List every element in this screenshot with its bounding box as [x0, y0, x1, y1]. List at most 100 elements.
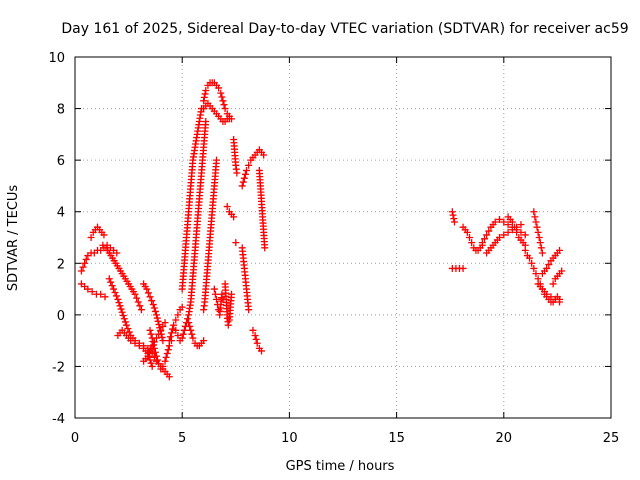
- series-arc16: [200, 156, 221, 314]
- data-point: [137, 306, 145, 314]
- data-point: [221, 105, 229, 113]
- data-point: [146, 326, 154, 334]
- data-point: [468, 239, 476, 247]
- data-point: [547, 293, 555, 301]
- y-tick-label: 0: [57, 309, 65, 324]
- data-point: [84, 285, 92, 293]
- data-point-interp: [545, 261, 553, 269]
- data-point-interp: [147, 359, 155, 367]
- series-arc20: [230, 136, 241, 177]
- series-arc24: [249, 326, 266, 355]
- series-arc23: [238, 244, 253, 314]
- x-tick-label: 5: [178, 431, 186, 446]
- data-point-interp: [218, 93, 226, 101]
- data-point-interp: [79, 263, 87, 271]
- series-arc27: [448, 264, 467, 272]
- data-point-interp: [179, 330, 187, 338]
- data-point-interp: [151, 307, 159, 315]
- data-point: [459, 264, 467, 272]
- data-point-interp: [241, 170, 249, 178]
- data-point: [148, 362, 156, 370]
- data-points: [77, 79, 566, 381]
- data-point: [110, 285, 118, 293]
- series-arc4: [99, 241, 145, 314]
- data-point: [536, 239, 544, 247]
- data-point: [146, 293, 154, 301]
- data-point: [230, 213, 238, 221]
- data-point-interp: [112, 292, 120, 300]
- data-point: [174, 311, 182, 319]
- data-point: [463, 228, 471, 236]
- data-point: [521, 231, 529, 239]
- data-point-interp: [136, 302, 144, 310]
- data-point-interp: [162, 353, 170, 361]
- data-point: [245, 161, 253, 169]
- data-point-interp: [188, 330, 196, 338]
- data-point: [260, 151, 268, 159]
- data-point: [228, 115, 236, 123]
- data-point: [213, 156, 221, 164]
- data-point-interp: [150, 304, 158, 312]
- data-point: [165, 337, 173, 345]
- data-point: [163, 350, 171, 358]
- data-point: [532, 270, 540, 278]
- data-point: [556, 246, 564, 254]
- data-point-interp: [155, 321, 163, 329]
- data-point-interp: [154, 356, 162, 364]
- data-point: [218, 290, 226, 298]
- data-point-interp: [239, 178, 247, 186]
- data-point-interp: [156, 327, 164, 335]
- data-point: [100, 231, 108, 239]
- data-point-interp: [133, 294, 141, 302]
- data-point: [232, 239, 240, 247]
- y-tick-label: 10: [48, 51, 65, 66]
- data-point: [450, 218, 458, 226]
- data-point-interp: [146, 356, 154, 364]
- data-point: [448, 208, 456, 216]
- series-arc6: [114, 326, 156, 370]
- data-point: [517, 221, 525, 229]
- data-point: [253, 339, 261, 347]
- data-point: [534, 228, 542, 236]
- data-point: [251, 331, 259, 339]
- data-point-interp: [148, 297, 156, 305]
- data-point: [77, 267, 85, 275]
- series-arc15: [200, 99, 236, 125]
- data-point-interp: [154, 317, 162, 325]
- data-point: [149, 301, 157, 309]
- y-tick-label: 2: [57, 257, 65, 272]
- data-point: [114, 295, 122, 303]
- x-tick-label: 20: [496, 431, 513, 446]
- data-point-interp: [82, 255, 90, 263]
- data-point: [530, 264, 538, 272]
- x-tick-label: 15: [388, 431, 405, 446]
- series-arc14: [200, 79, 233, 123]
- series-arc3: [87, 223, 108, 241]
- data-point: [105, 275, 113, 283]
- data-point: [172, 316, 180, 324]
- grid: [75, 57, 611, 418]
- x-tick-label: 25: [603, 431, 620, 446]
- data-point: [178, 334, 186, 342]
- data-point-interp: [200, 93, 208, 101]
- data-point: [178, 303, 186, 311]
- data-point-interp: [164, 346, 172, 354]
- data-point: [159, 337, 167, 345]
- data-point: [478, 239, 486, 247]
- data-point-interp: [186, 322, 194, 330]
- y-tick-labels: -4 -2 0 2 4 6 8 10: [48, 51, 65, 427]
- y-tick-label: -4: [52, 412, 65, 427]
- data-point: [543, 290, 551, 298]
- data-point: [202, 117, 210, 125]
- data-point-interp: [220, 101, 228, 109]
- data-point: [144, 352, 152, 360]
- y-tick-label: 6: [57, 154, 65, 169]
- data-point: [245, 306, 253, 314]
- series-arc1: [77, 241, 121, 275]
- x-tick-labels: 0 5 10 15 20 25: [71, 431, 619, 446]
- series-arc11: [172, 117, 210, 345]
- data-point: [134, 298, 142, 306]
- data-point-interp: [201, 90, 209, 98]
- data-point: [113, 249, 121, 257]
- data-point-interp: [120, 315, 128, 323]
